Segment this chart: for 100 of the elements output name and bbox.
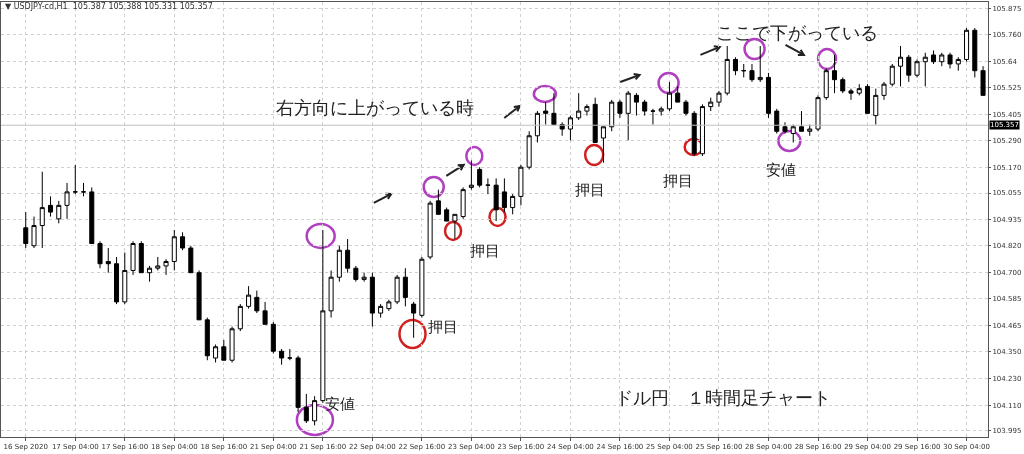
candlestick [361,272,367,283]
candlestick [741,63,747,78]
candlestick [749,63,755,83]
candlestick [493,177,499,222]
candlestick [732,56,738,76]
candlestick [600,126,606,164]
candlestick [378,303,384,319]
candlestick [477,166,483,188]
candlestick [790,124,796,144]
candlestick [394,274,400,305]
candlestick [72,164,78,195]
candlestick [576,92,582,121]
candlestick [914,58,920,78]
candlestick [312,395,318,426]
candlestick [592,97,598,144]
candlestick [658,106,664,117]
candlestick [171,229,177,271]
candlestick [501,177,507,213]
candlestick [89,186,95,245]
candlestick [584,103,590,117]
candlestick [196,269,202,321]
candlestick [518,164,524,206]
candlestick [229,326,235,363]
candlestick [757,45,763,83]
candlestick [444,207,450,222]
candlestick [567,115,573,141]
candlestick [147,265,153,283]
candlestick [460,186,466,220]
candlestick [221,339,227,361]
candlestick [617,99,623,119]
candlestick [625,90,631,141]
annotation: ドル円 １時間足チャート [615,387,831,408]
candlestick [155,256,161,271]
candlestick [213,344,219,363]
candlestick [683,99,689,117]
candlestick [295,355,301,413]
candlestick [922,52,928,87]
candlestick [675,85,681,103]
candlestick [39,171,45,249]
candlestick [138,240,144,274]
candlestick [97,240,103,269]
candlestick [534,110,540,144]
candlestick [31,216,37,249]
candlestick [856,83,862,96]
candlestick [691,110,697,157]
candlestick [898,45,904,87]
candlestick [666,81,672,112]
candlestick [427,200,433,260]
candlestick [105,247,111,274]
candlestick [435,189,441,215]
candlestick [246,285,252,310]
candlestick [765,72,772,119]
candlestick [889,63,895,87]
candlestick [873,88,879,126]
candlestick [328,269,334,319]
annotation: 押目 [470,242,500,260]
candlestick [699,103,705,157]
candlestick [180,231,186,251]
candlestick [411,301,417,339]
candlestick [56,200,62,224]
candlestick [510,193,516,215]
candlestick [47,195,54,218]
candlestick [468,159,474,191]
candlestick [353,265,359,283]
candlestick [633,92,639,117]
candlestick [906,54,912,83]
annotation: 右方向に上がっている時 [276,97,474,118]
annotation: 押目 [663,172,693,190]
candlestick [81,182,87,197]
annotation: ここで下がっている [716,22,878,43]
candlestick [303,393,309,424]
candlestick [782,121,788,135]
candlestick [452,213,458,240]
candlestick [543,101,549,126]
candlestick [947,52,953,69]
candlestick [551,92,557,126]
candlestick [485,177,491,195]
candlestick [526,130,532,170]
candlestick [345,238,351,274]
chart-title: ▼ USDJPY-cd,H1 105.387 105.388 105.331 105.357 [4,2,213,12]
candlestick [204,317,210,361]
candlestick [642,99,648,117]
candlestick [815,94,821,132]
candlestick [840,76,846,94]
candlestick [831,54,838,94]
annotation: 押目 [575,181,605,199]
candlestick [163,258,169,276]
candlestick [130,240,136,276]
candlestick [254,290,260,314]
candlestick [609,99,615,132]
candlestick [402,267,408,307]
candlestick [23,211,29,249]
candlestick [881,81,887,101]
candlestick [336,245,342,283]
candlestick [122,252,128,305]
candlestick [716,90,722,108]
candlestick [823,67,829,101]
candlestick [964,27,970,63]
candlestick [972,27,978,78]
annotation: 安値 [766,161,796,179]
